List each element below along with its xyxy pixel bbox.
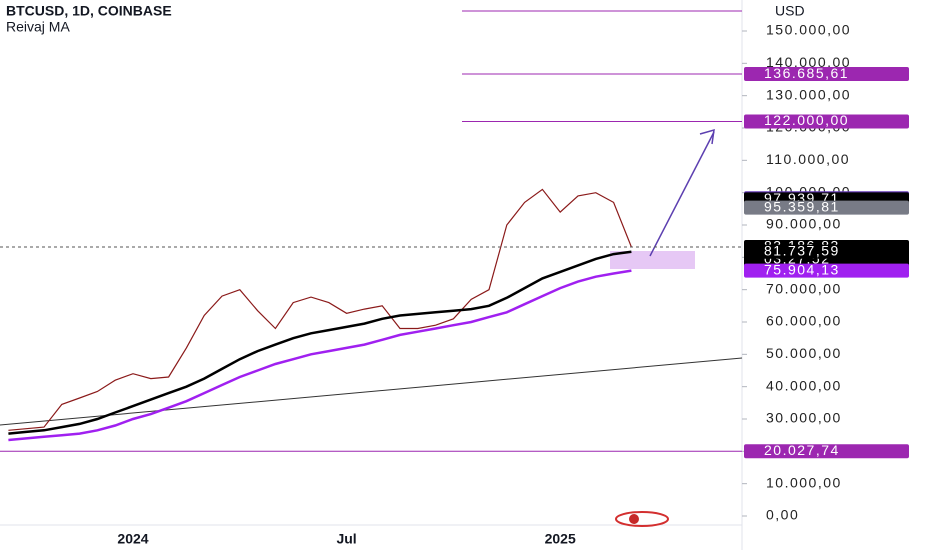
chart-title: BTCUSD, 1D, COINBASE xyxy=(6,3,172,19)
y-tick-label: 90.000,00 xyxy=(766,216,842,232)
logo xyxy=(615,511,669,527)
price-label-box xyxy=(744,200,909,215)
x-tick-label: 2024 xyxy=(117,531,148,547)
y-tick-label: 150.000,00 xyxy=(766,22,851,38)
price-label: 81.737,59 xyxy=(764,242,840,258)
series-line xyxy=(8,269,632,442)
x-tick-label: Jul xyxy=(336,531,356,547)
price-label: 20.027,74 xyxy=(764,442,840,458)
y-tick-label: 140.000,00 xyxy=(766,54,851,70)
price-label: 75.904,13 xyxy=(764,261,840,277)
y-tick-label: 30.000,00 xyxy=(766,410,842,426)
price-label: 122.000,00 xyxy=(764,112,849,128)
price-label-box xyxy=(744,114,909,129)
price-label-box xyxy=(744,444,909,459)
trend-line xyxy=(0,357,743,426)
y-tick-label: 50.000,00 xyxy=(766,345,842,361)
price-label-box xyxy=(744,263,909,278)
logo-ring xyxy=(615,511,669,527)
currency-label: USD xyxy=(775,3,805,19)
arrow-head xyxy=(699,128,715,145)
price-label-box xyxy=(744,244,909,259)
logo-dot xyxy=(629,514,639,524)
price-label: 136.685,61 xyxy=(764,65,849,81)
y-tick-label: 10.000,00 xyxy=(766,474,842,490)
series-line xyxy=(8,250,632,435)
y-tick-label: 70.000,00 xyxy=(766,280,842,296)
price-label-box xyxy=(744,67,909,82)
target-box xyxy=(610,251,695,269)
price-label: 95.359,81 xyxy=(764,198,840,214)
y-tick-label: 60.000,00 xyxy=(766,313,842,329)
x-tick-label: 2025 xyxy=(545,531,576,547)
y-tick-label: 130.000,00 xyxy=(766,86,851,102)
y-tick-label: 40.000,00 xyxy=(766,377,842,393)
indicator-name: Reivaj MA xyxy=(6,19,70,35)
y-tick-label: 110.000,00 xyxy=(766,151,850,167)
countdown-box xyxy=(744,254,909,267)
y-tick-label: 0,00 xyxy=(766,507,799,523)
projection-arrow xyxy=(649,131,715,257)
series-line xyxy=(8,188,632,431)
